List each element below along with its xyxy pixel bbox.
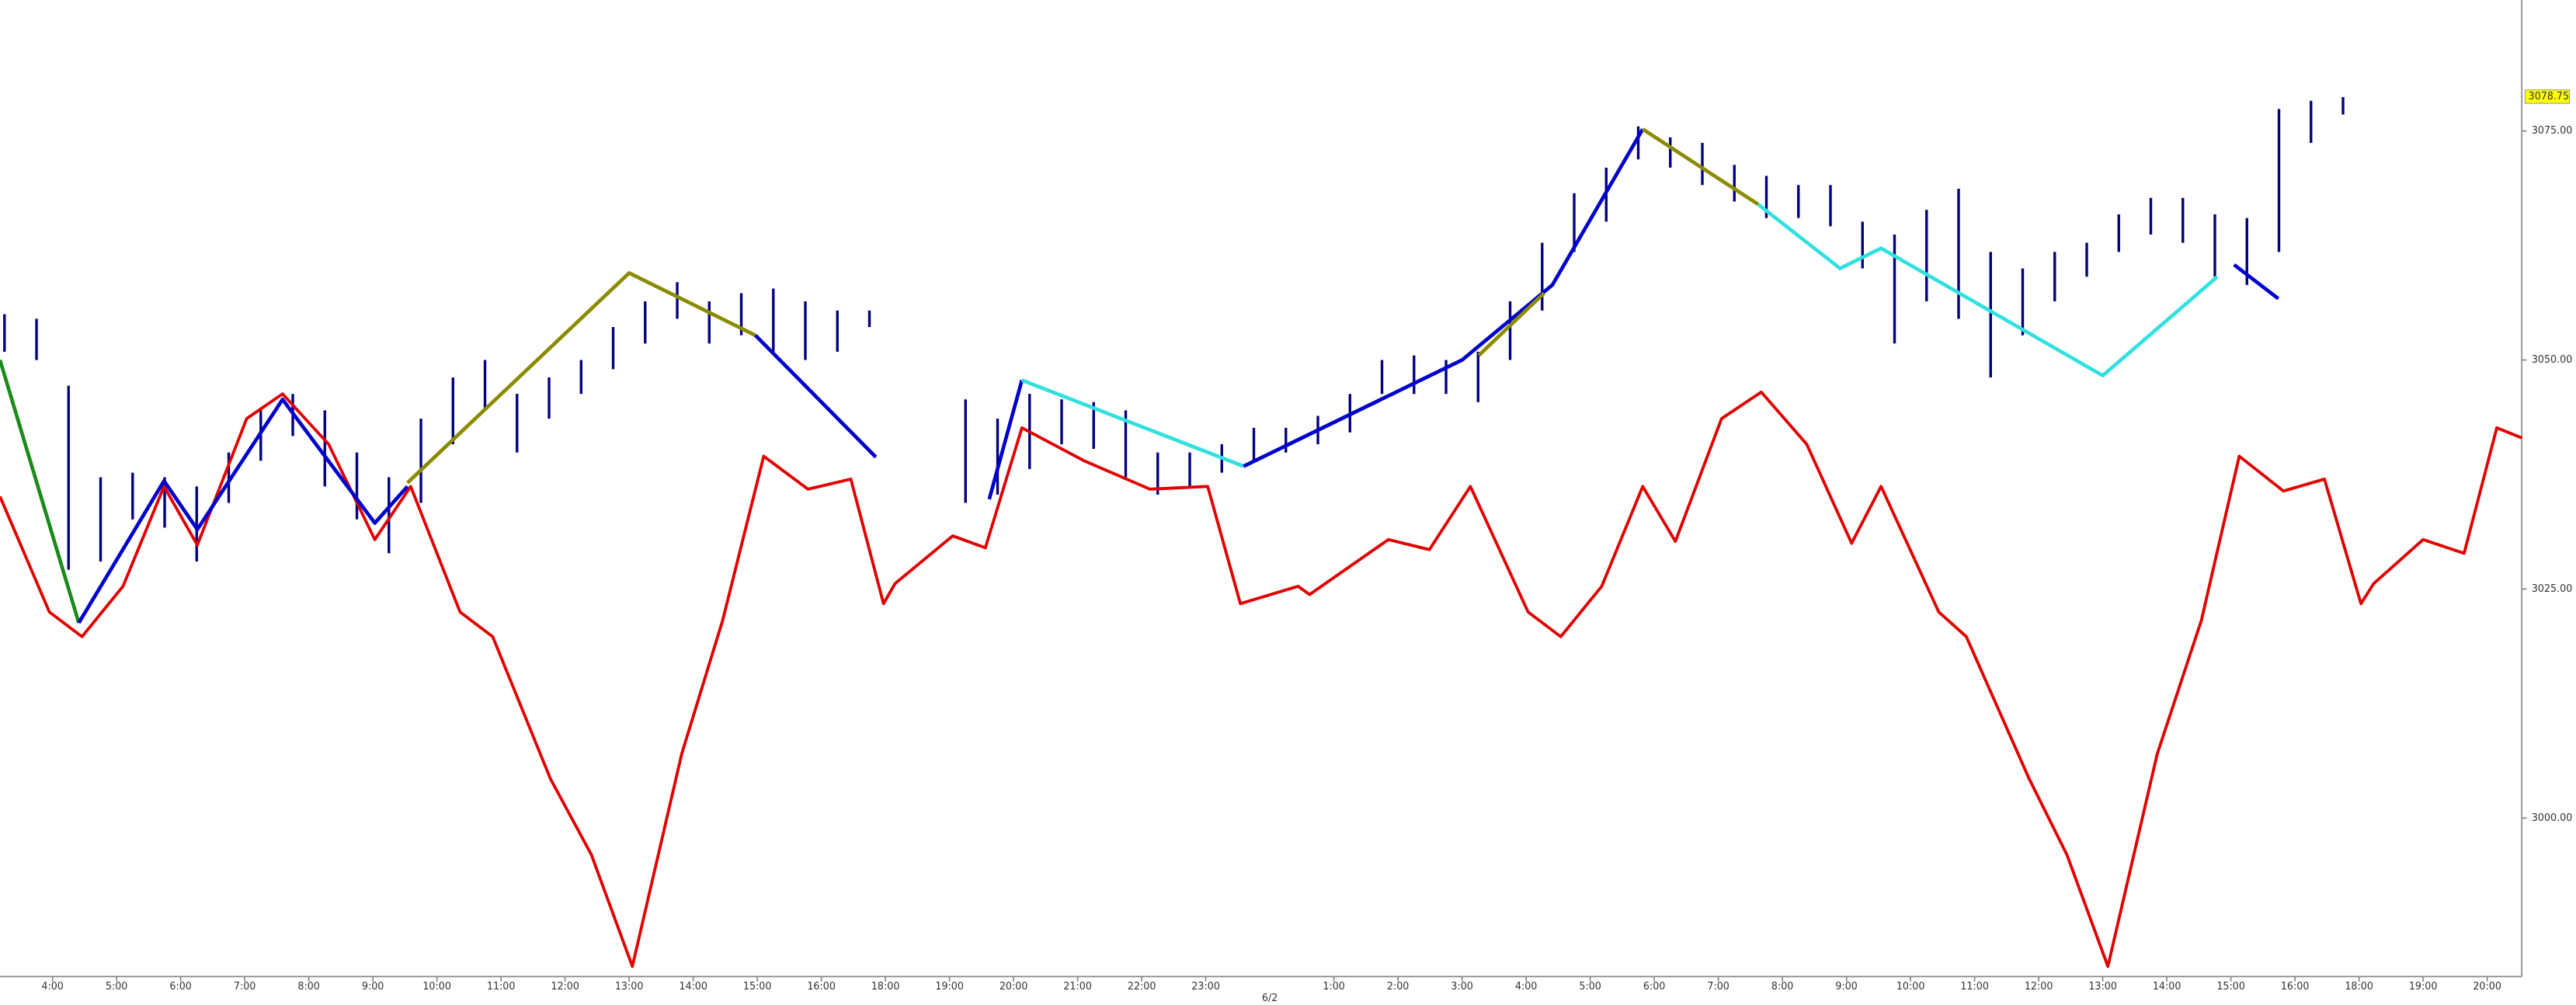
x-tick-label: 18:00 [2345, 981, 2373, 993]
x-tick-label: 14:00 [2153, 981, 2181, 993]
x-tick-label: 12:00 [2025, 981, 2053, 993]
zigzag-line [1477, 291, 1545, 357]
x-tick-label: 7:00 [1707, 981, 1729, 993]
x-tick-label: 11:00 [487, 981, 516, 993]
x-tick-label: 10:00 [1896, 981, 1925, 993]
x-tick-label: 14:00 [679, 981, 707, 993]
last-price-box [2524, 89, 2571, 104]
x-tick-label: 20:00 [999, 981, 1028, 993]
y-tick-label: 3050.00 [2532, 354, 2572, 366]
x-tick-label: 13:00 [2088, 981, 2117, 993]
zigzag-line [1243, 128, 1645, 468]
zigzag-line [2233, 263, 2280, 301]
x-tick-label: 12:00 [551, 981, 579, 993]
x-tick-label: 23:00 [1191, 981, 1220, 993]
x-tick-label: 3:00 [1451, 981, 1472, 993]
x-tick-label: 9:00 [1835, 981, 1857, 993]
zigzag-line [754, 334, 878, 459]
x-tick-label: 21:00 [1063, 981, 1092, 993]
zigzag-line [406, 271, 756, 485]
zigzag-line [1021, 378, 1245, 468]
x-tick-label: 8:00 [1771, 981, 1793, 993]
x-tick-label: 20:00 [2473, 981, 2501, 993]
x-tick-label: 9:00 [362, 981, 384, 993]
x-date-label: 6/2 [1262, 993, 1278, 1004]
x-tick-label: 16:00 [807, 981, 836, 993]
x-tick-label: 19:00 [2409, 981, 2438, 993]
zigzag-line [987, 379, 1024, 500]
oscillator-line [0, 390, 2522, 968]
x-tick-label: 18:00 [871, 981, 900, 993]
x-tick-label: 15:00 [743, 981, 772, 993]
zigzag-line [1757, 203, 2219, 377]
x-tick-label: 1:00 [1323, 981, 1344, 993]
x-tick-label: 7:00 [234, 981, 256, 993]
x-tick-label: 4:00 [41, 981, 63, 993]
zigzag-line [1642, 127, 1760, 207]
y-tick-label: 3075.00 [2532, 125, 2572, 137]
y-tick-label: 3025.00 [2532, 583, 2572, 595]
x-tick-label: 10:00 [422, 981, 451, 993]
x-tick-label: 6:00 [169, 981, 191, 993]
x-tick-label: 4:00 [1515, 981, 1537, 993]
x-tick-label: 6:00 [1643, 981, 1665, 993]
x-tick-label: 2:00 [1387, 981, 1409, 993]
y-tick-label: 3000.00 [2532, 812, 2572, 824]
last-price-label: 3078.75 [2529, 91, 2569, 103]
x-tick-label: 13:00 [615, 981, 644, 993]
x-tick-label: 16:00 [2281, 981, 2310, 993]
x-tick-label: 8:00 [297, 981, 319, 993]
x-tick-label: 22:00 [1128, 981, 1156, 993]
x-tick-label: 5:00 [106, 981, 127, 993]
x-tick-label: 11:00 [1960, 981, 1989, 993]
zigzag-line [0, 359, 81, 624]
x-tick-label: 15:00 [2216, 981, 2245, 993]
zigzag-line [77, 397, 409, 624]
x-tick-label: 19:00 [935, 981, 964, 993]
x-tick-label: 5:00 [1579, 981, 1601, 993]
